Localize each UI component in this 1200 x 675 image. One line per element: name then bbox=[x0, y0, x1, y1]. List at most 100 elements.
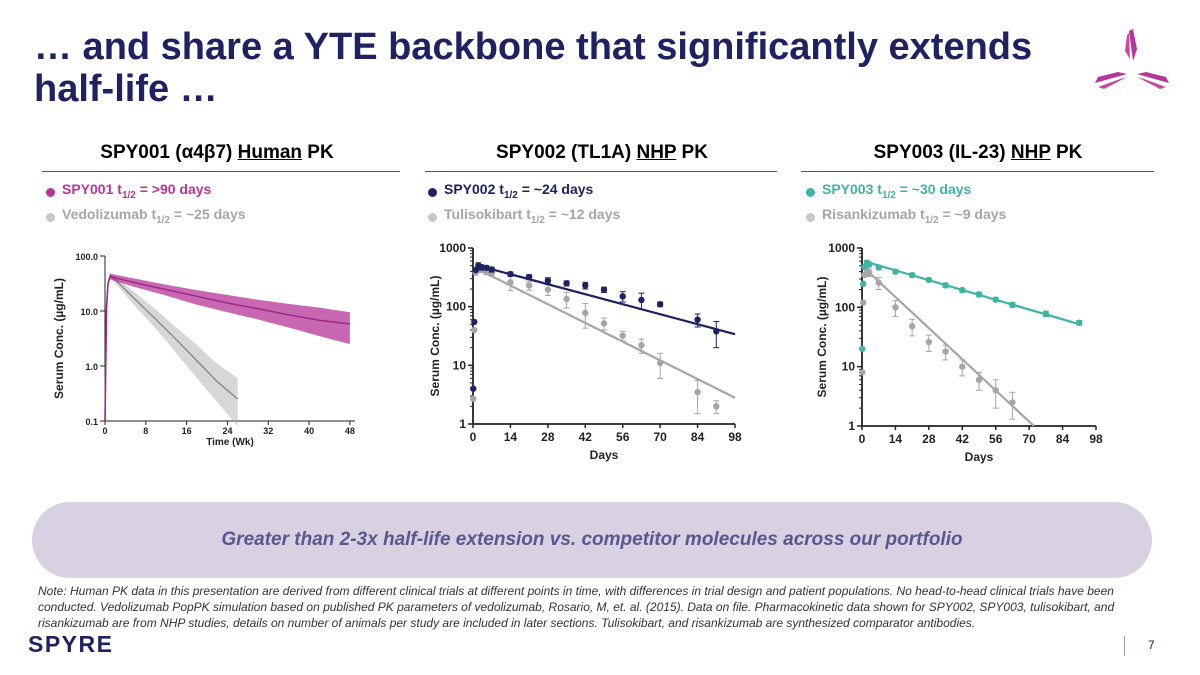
divider bbox=[42, 171, 400, 172]
fit-line-tulisokibart bbox=[477, 268, 736, 399]
data-point-spy003 bbox=[865, 261, 873, 268]
data-point-risankizumab bbox=[892, 304, 899, 311]
legend-label: Risankizumab t1/2 = ~9 days bbox=[822, 205, 1007, 226]
banner-text: Greater than 2-3x half-life extension vs… bbox=[221, 529, 963, 550]
data-point-tulisokibart bbox=[544, 286, 552, 293]
data-point-tulisokibart bbox=[582, 309, 589, 317]
data-point-spy002 bbox=[544, 277, 552, 284]
data-point-spy003 bbox=[892, 268, 899, 275]
data-point-spy003 bbox=[959, 286, 966, 294]
data-point-risankizumab bbox=[925, 338, 933, 346]
x-axis-title: Days bbox=[965, 450, 994, 464]
data-point-spy002 bbox=[656, 301, 664, 308]
x-tick-label: 84 bbox=[1056, 432, 1070, 446]
y-tick-label: 1000 bbox=[828, 241, 855, 255]
data-point-spy003 bbox=[859, 345, 866, 353]
data-point-spy002 bbox=[600, 286, 608, 293]
company-logo-icon bbox=[1095, 29, 1169, 89]
data-point-spy003 bbox=[992, 296, 999, 303]
data-point-risankizumab bbox=[908, 323, 916, 330]
legend-dot-icon bbox=[428, 187, 437, 197]
data-point-tulisokibart bbox=[525, 282, 533, 289]
slide-title: … and share a YTE backbone that signific… bbox=[34, 26, 1033, 110]
data-point-spy003 bbox=[1042, 310, 1050, 317]
y-axis-title: Serum Conc. (µg/mL) bbox=[815, 277, 829, 398]
data-point-spy002 bbox=[471, 318, 478, 326]
data-point-tulisokibart bbox=[600, 320, 608, 327]
data-point-spy002 bbox=[619, 293, 626, 300]
divider bbox=[425, 171, 777, 172]
legend-item-comparator: Tulisokibart t1/2 = ~12 days bbox=[428, 205, 620, 230]
legend-item-lead: SPY002 t1/2 = ~24 days bbox=[428, 180, 620, 205]
fit-line-spy002 bbox=[478, 264, 736, 336]
y-tick-label: 10 bbox=[842, 360, 856, 374]
data-point-tulisokibart bbox=[619, 332, 626, 339]
legend-item-lead: SPY001 t1/2 = >90 days bbox=[46, 180, 246, 205]
legend-spy001: SPY001 t1/2 = >90 days Vedolizumab t1/2 … bbox=[46, 180, 246, 230]
data-point-spy002 bbox=[477, 264, 485, 271]
x-tick-label: 28 bbox=[922, 432, 936, 446]
y-tick-label: 1.0 bbox=[85, 362, 98, 372]
panel-title-pre: SPY001 (α4β7) bbox=[100, 142, 238, 163]
x-tick-label: 14 bbox=[504, 430, 518, 444]
panel-title-post: PK bbox=[1050, 142, 1083, 163]
panel-title-underlined: NHP bbox=[636, 142, 677, 163]
data-point-spy002 bbox=[582, 282, 589, 289]
data-point-tulisokibart bbox=[471, 326, 478, 334]
x-tick-label: 56 bbox=[989, 432, 1003, 446]
y-tick-label: 0.1 bbox=[85, 417, 98, 427]
panel-header-spy002: SPY002 (TL1A) NHP PK bbox=[427, 142, 777, 164]
data-point-spy003 bbox=[908, 271, 916, 279]
x-tick-label: 0 bbox=[470, 430, 477, 444]
legend-item-lead: SPY003 t1/2 = ~30 days bbox=[806, 180, 1006, 205]
panel-header-spy003: SPY003 (IL-23) NHP PK bbox=[803, 142, 1153, 164]
panel-header-spy001: SPY001 (α4β7) Human PK bbox=[42, 142, 392, 164]
data-point-spy003 bbox=[875, 264, 882, 271]
data-point-tulisokibart bbox=[694, 388, 701, 396]
data-point-risankizumab bbox=[942, 348, 949, 355]
data-point-spy003 bbox=[1009, 301, 1016, 309]
x-tick-label: 14 bbox=[889, 432, 903, 446]
legend-label: SPY001 t1/2 = >90 days bbox=[62, 181, 212, 201]
confidence-band-spy001 bbox=[105, 273, 350, 421]
x-axis-title: Time (Wk) bbox=[206, 437, 254, 448]
legend-dot-icon bbox=[806, 187, 815, 197]
data-point-tulisokibart bbox=[656, 359, 664, 367]
data-point-spy002 bbox=[507, 270, 514, 278]
data-point-spy002 bbox=[563, 280, 570, 287]
y-axis-title: Serum Conc. (µg/mL) bbox=[428, 276, 442, 397]
panel-title-underlined: Human bbox=[237, 142, 303, 163]
panel-title-post: PK bbox=[302, 142, 334, 163]
legend-label: Tulisokibart t1/2 = ~12 days bbox=[444, 205, 621, 226]
data-point-spy003 bbox=[925, 276, 933, 284]
x-tick-label: 16 bbox=[182, 426, 192, 436]
x-tick-label: 56 bbox=[616, 430, 630, 444]
data-point-tulisokibart bbox=[563, 295, 570, 303]
x-tick-label: 98 bbox=[1089, 432, 1103, 446]
divider bbox=[801, 171, 1154, 172]
data-point-spy002 bbox=[470, 385, 477, 392]
data-point-risankizumab bbox=[859, 369, 866, 376]
y-tick-label: 100 bbox=[446, 300, 466, 314]
data-point-tulisokibart bbox=[638, 342, 645, 349]
x-tick-label: 0 bbox=[102, 426, 107, 436]
data-point-tulisokibart bbox=[470, 395, 477, 402]
chart-spy003-nhp-pk: 1 10 100 1000 0 14 28 42 56 70 84 98 Days Serum Conc.… bbox=[815, 241, 1103, 464]
data-point-risankizumab bbox=[1009, 399, 1016, 406]
data-point-risankizumab bbox=[975, 376, 983, 384]
y-tick-label: 100.0 bbox=[75, 252, 98, 262]
data-point-spy003 bbox=[942, 282, 949, 289]
x-tick-label: 28 bbox=[541, 430, 555, 444]
fit-line-risankizumab bbox=[866, 269, 1035, 427]
panel-title-underlined: NHP bbox=[1010, 142, 1051, 163]
legend-dot-icon bbox=[46, 187, 55, 197]
y-tick-label: 1000 bbox=[439, 241, 466, 255]
x-tick-label: 48 bbox=[345, 426, 355, 436]
x-tick-label: 84 bbox=[691, 430, 705, 444]
y-tick-label: 1 bbox=[848, 419, 855, 433]
data-point-risankizumab bbox=[865, 269, 873, 277]
x-tick-label: 0 bbox=[859, 432, 866, 446]
panel-title-pre: SPY003 (IL-23) bbox=[873, 142, 1011, 163]
data-point-spy002 bbox=[694, 316, 701, 323]
legend-label: SPY002 t1/2 = ~24 days bbox=[444, 181, 594, 201]
